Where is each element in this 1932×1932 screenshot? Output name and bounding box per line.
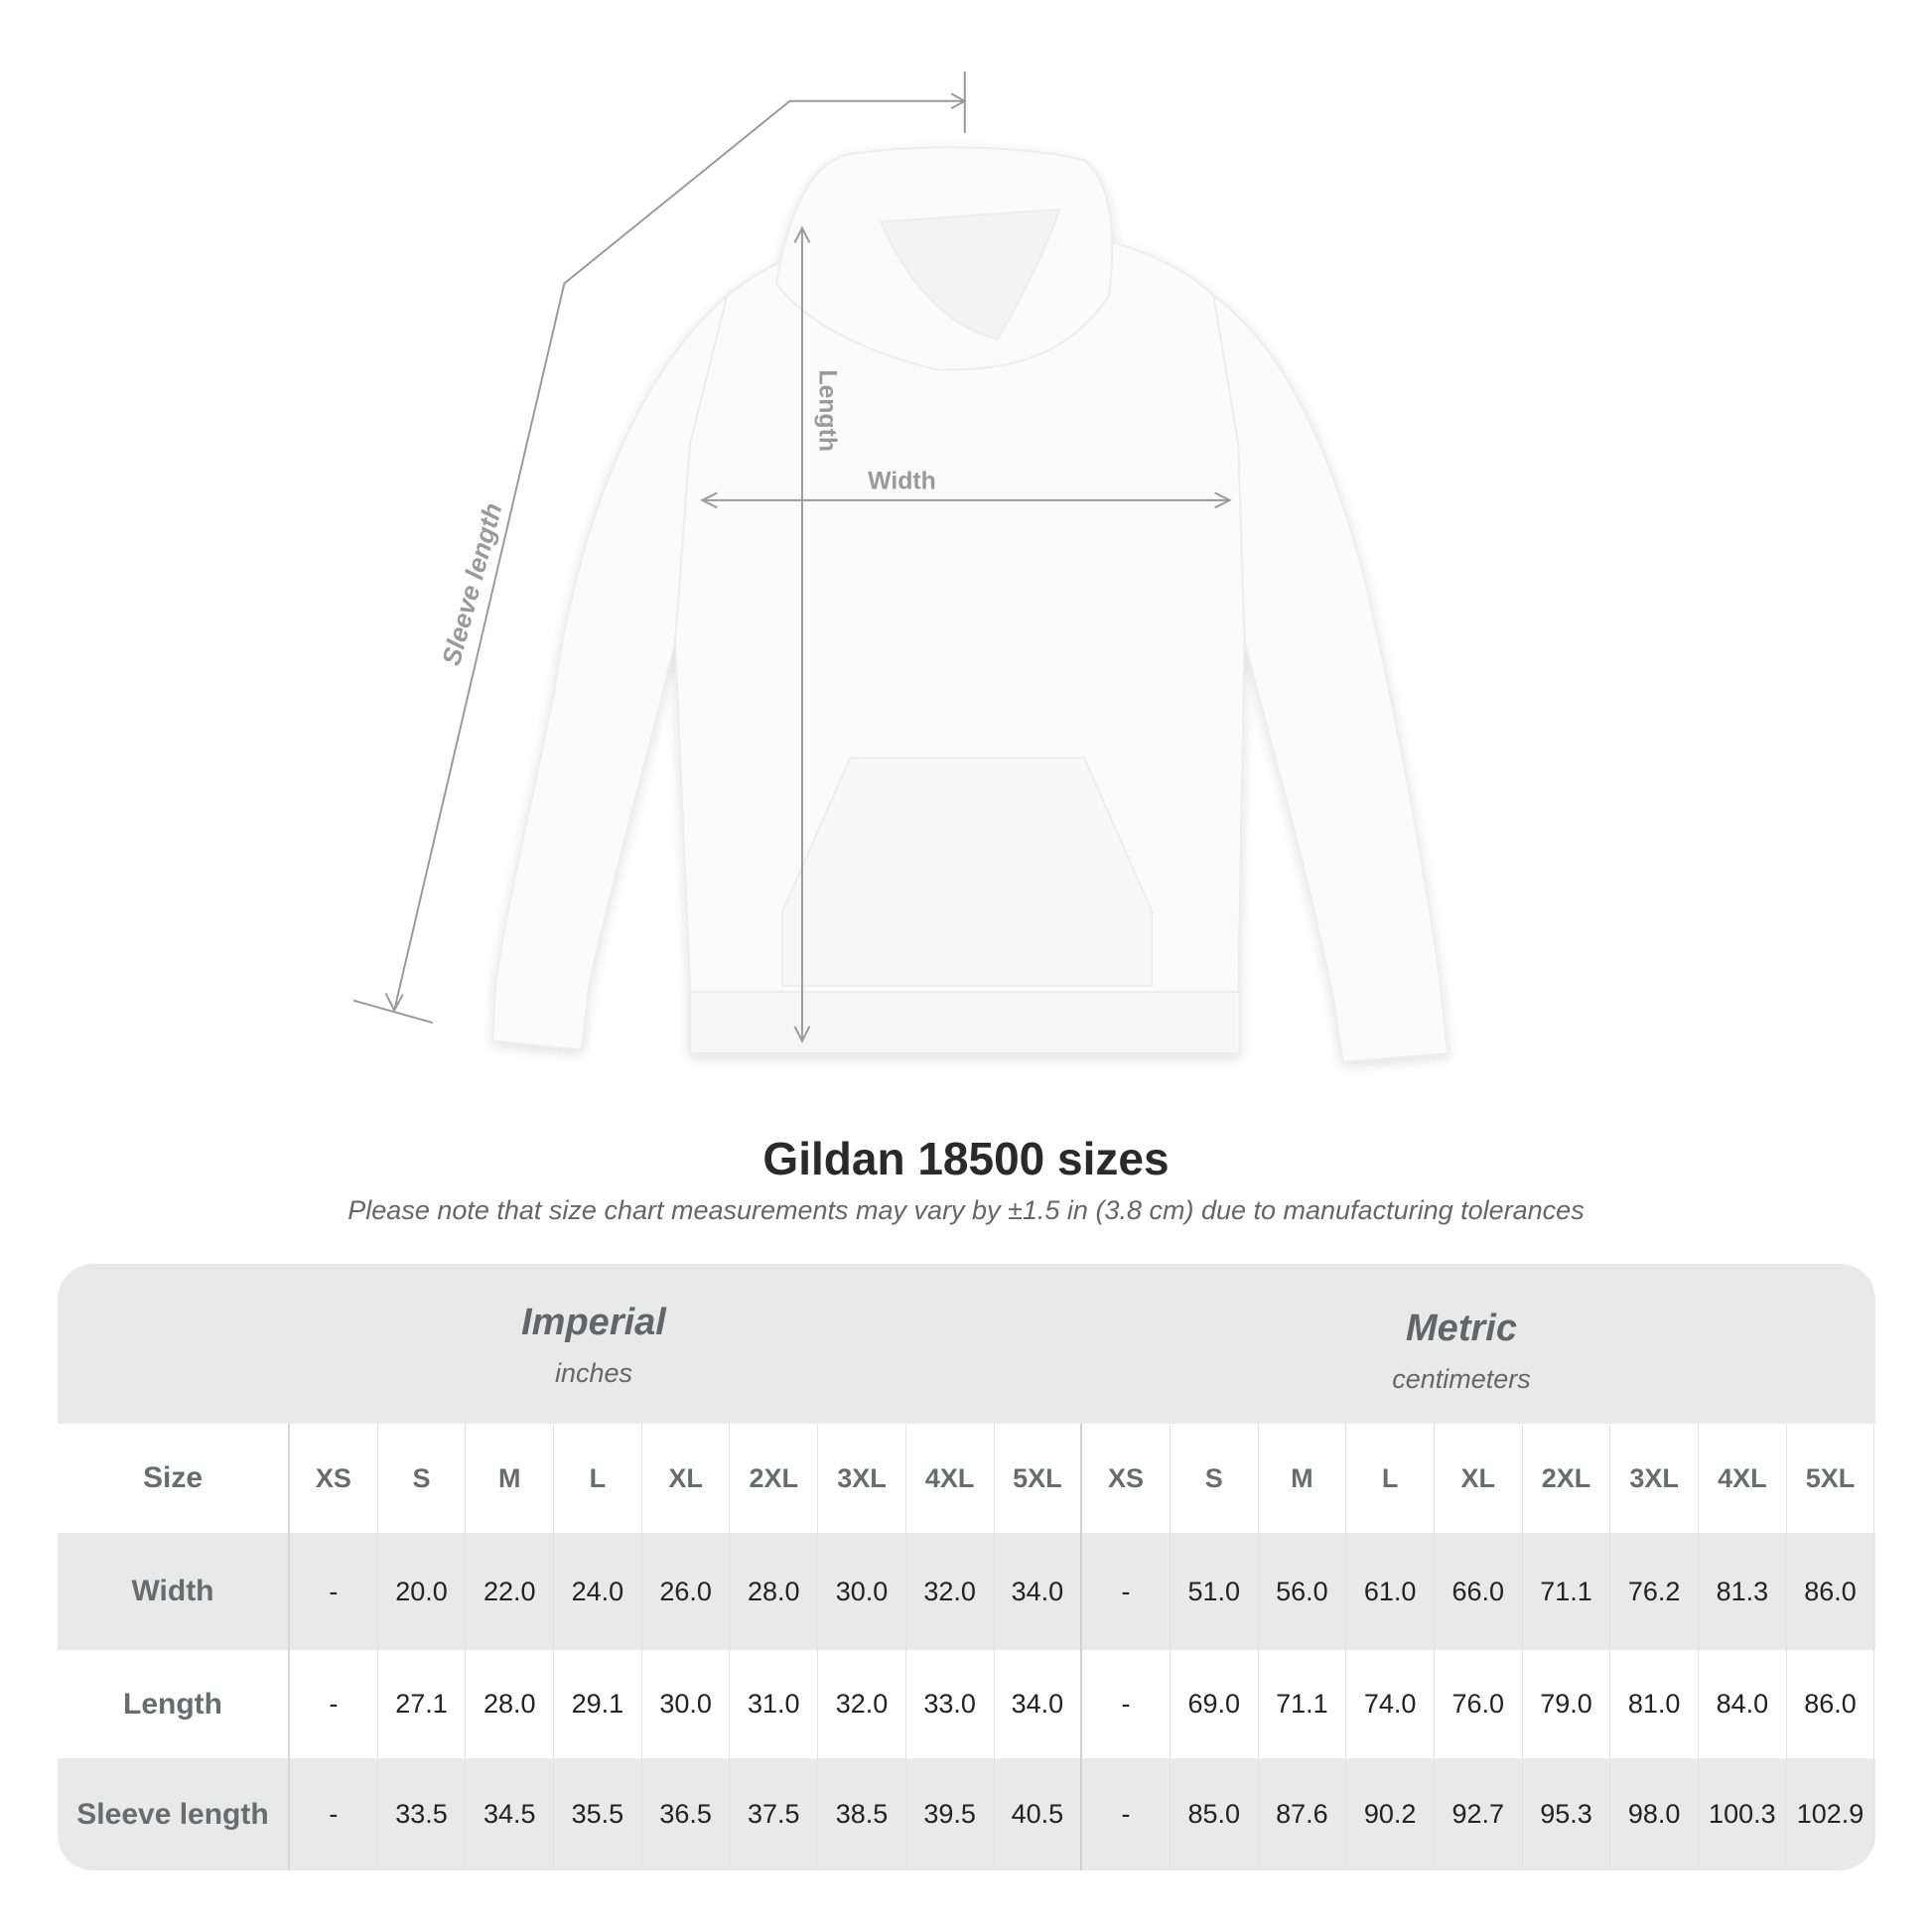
metric-cell: 100.3	[1699, 1758, 1787, 1870]
imperial-cell: 33.5	[378, 1758, 467, 1870]
imperial-cell: 29.1	[554, 1650, 642, 1758]
row-label: Sleeve length	[58, 1758, 290, 1870]
length-label: Length	[813, 369, 840, 452]
imperial-cell: 36.5	[642, 1758, 731, 1870]
row-label: Length	[58, 1650, 290, 1758]
metric-cell: 81.3	[1699, 1533, 1787, 1650]
metric-cell: 79.0	[1523, 1650, 1611, 1758]
table-row: Sleeve length -33.5 34.5 35.5 36.5 37.5 38.5 39…	[58, 1758, 1875, 1870]
size-header-cell: 4XL	[906, 1424, 995, 1533]
metric-cell: 86.0	[1787, 1533, 1875, 1650]
sleeve-length-label: Sleeve length	[436, 499, 507, 668]
unit-header-band	[58, 1264, 1875, 1424]
metric-cell: 76.0	[1435, 1650, 1523, 1758]
measurement-lines	[352, 70, 1232, 1043]
metric-cell: -	[1082, 1758, 1171, 1870]
page-title: Gildan 18500 sizes	[762, 1133, 1170, 1184]
metric-cell: 87.6	[1259, 1758, 1347, 1870]
imperial-cell: -	[290, 1533, 378, 1650]
metric-title: Metric	[1406, 1308, 1517, 1349]
metric-cell: 98.0	[1610, 1758, 1699, 1870]
row-label: Size	[58, 1424, 290, 1533]
metric-cell: 74.0	[1346, 1650, 1435, 1758]
width-label: Width	[868, 469, 936, 495]
metric-cell: 66.0	[1435, 1533, 1523, 1650]
size-header-cell: 2XL	[1523, 1424, 1611, 1533]
size-header-cell: M	[466, 1424, 555, 1533]
size-header-row: Size XS S M L XL 2XL 3XL 4XL 5XL XS S M L XL 2XL 3XL 4XL 5…	[58, 1424, 1875, 1533]
imperial-cell: 20.0	[378, 1533, 467, 1650]
metric-cell: 86.0	[1787, 1650, 1875, 1758]
size-header-cell: XS	[290, 1424, 378, 1533]
metric-cell: 84.0	[1699, 1650, 1787, 1758]
metric-cell: 51.0	[1171, 1533, 1259, 1650]
imperial-cell: 22.0	[466, 1533, 555, 1650]
imperial-cell: 24.0	[554, 1533, 642, 1650]
size-header-cell: 3XL	[1610, 1424, 1699, 1533]
imperial-cell: 28.0	[730, 1533, 819, 1650]
metric-cell: 69.0	[1171, 1650, 1259, 1758]
metric-cell: 71.1	[1259, 1650, 1347, 1758]
metric-header: Metric centimeters	[1263, 1308, 1660, 1395]
imperial-cell: 26.0	[642, 1533, 731, 1650]
size-header-cell: L	[554, 1424, 642, 1533]
size-header-cell: XS	[1082, 1424, 1171, 1533]
size-header-cell: M	[1259, 1424, 1347, 1533]
metric-cell: 90.2	[1346, 1758, 1435, 1870]
imperial-cell: 32.0	[818, 1650, 906, 1758]
row-label: Width	[58, 1533, 290, 1650]
imperial-cell: 34.0	[995, 1650, 1083, 1758]
imperial-cell: 35.5	[554, 1758, 642, 1870]
hoodie-measurement-diagram: Length Width Sleeve length	[352, 70, 1449, 1063]
metric-cell: 92.7	[1435, 1758, 1523, 1870]
metric-unit: centimeters	[1392, 1364, 1531, 1394]
table-row: Length -27.1 28.0 29.1 30.0 31.0 32.0 33.0 34.0-…	[58, 1650, 1875, 1758]
size-header-cell: XL	[642, 1424, 731, 1533]
imperial-cell: 27.1	[378, 1650, 467, 1758]
metric-cell: 61.0	[1346, 1533, 1435, 1650]
imperial-cell: 30.0	[818, 1533, 906, 1650]
imperial-title: Imperial	[521, 1302, 666, 1343]
imperial-cell: -	[290, 1758, 378, 1870]
metric-cell: 95.3	[1523, 1758, 1611, 1870]
imperial-cell: 33.0	[906, 1650, 995, 1758]
imperial-unit: inches	[554, 1358, 633, 1388]
imperial-cell: 34.0	[995, 1533, 1083, 1650]
metric-cell: 102.9	[1787, 1758, 1875, 1870]
metric-cell: -	[1082, 1533, 1171, 1650]
table-row: Width -20.0 22.0 24.0 26.0 28.0 30.0 32.0 34.0-5…	[58, 1533, 1875, 1650]
size-header-cell: 2XL	[730, 1424, 819, 1533]
metric-cell: 85.0	[1171, 1758, 1259, 1870]
metric-cell: 81.0	[1610, 1650, 1699, 1758]
size-header-cell: 5XL	[995, 1424, 1083, 1533]
imperial-cell: 34.5	[466, 1758, 555, 1870]
imperial-cell: -	[290, 1650, 378, 1758]
size-header-cell: 3XL	[818, 1424, 906, 1533]
size-table: Imperial inches Metric centimeters Size X…	[58, 1264, 1875, 1870]
imperial-cell: 37.5	[730, 1758, 819, 1870]
size-header-cell: XL	[1435, 1424, 1523, 1533]
imperial-cell: 40.5	[995, 1758, 1083, 1870]
imperial-cell: 28.0	[466, 1650, 555, 1758]
imperial-cell: 38.5	[818, 1758, 906, 1870]
metric-cell: -	[1082, 1650, 1171, 1758]
metric-cell: 76.2	[1610, 1533, 1699, 1650]
imperial-cell: 31.0	[730, 1650, 819, 1758]
size-header-cell: S	[378, 1424, 467, 1533]
hoodie-image	[491, 146, 1449, 1063]
tolerance-note: Please note that size chart measurements…	[347, 1195, 1585, 1225]
imperial-header: Imperial inches	[395, 1302, 792, 1389]
imperial-cell: 39.5	[906, 1758, 995, 1870]
size-header-cell: 4XL	[1699, 1424, 1787, 1533]
metric-cell: 56.0	[1259, 1533, 1347, 1650]
size-header-cell: L	[1346, 1424, 1435, 1533]
metric-cell: 71.1	[1523, 1533, 1611, 1650]
size-header-cell: S	[1171, 1424, 1259, 1533]
imperial-cell: 30.0	[642, 1650, 731, 1758]
imperial-cell: 32.0	[906, 1533, 995, 1650]
size-header-cell: 5XL	[1787, 1424, 1875, 1533]
